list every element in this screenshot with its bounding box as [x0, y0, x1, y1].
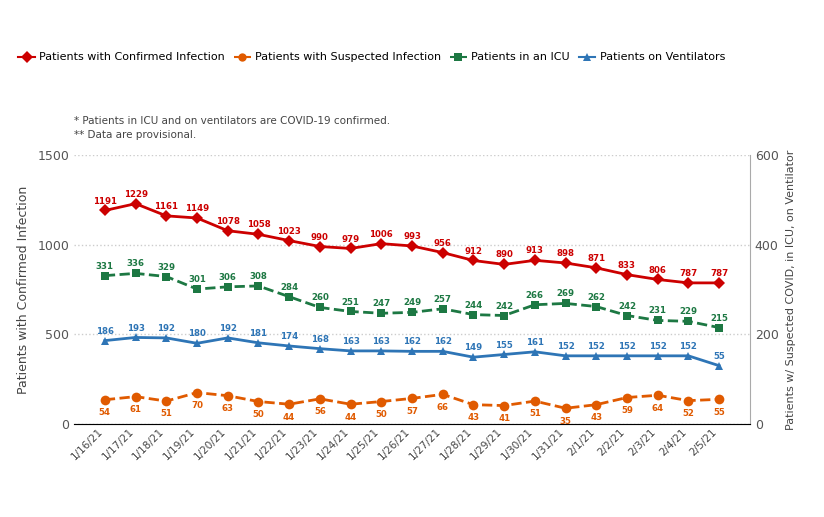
Text: 242: 242: [495, 301, 513, 311]
Text: 244: 244: [464, 301, 483, 310]
Text: 43: 43: [590, 413, 602, 422]
Text: 1191: 1191: [93, 196, 117, 206]
Text: 1058: 1058: [246, 220, 270, 230]
Text: 1023: 1023: [277, 226, 301, 236]
Text: 1161: 1161: [154, 202, 178, 211]
Text: 186: 186: [96, 327, 114, 336]
Y-axis label: Patients with Confirmed Infection: Patients with Confirmed Infection: [17, 186, 30, 393]
Text: 301: 301: [188, 275, 206, 284]
Text: 163: 163: [342, 337, 359, 346]
Text: 249: 249: [403, 298, 421, 308]
Text: 787: 787: [710, 269, 728, 278]
Text: 55: 55: [714, 352, 725, 361]
Text: 329: 329: [157, 263, 176, 271]
Text: 181: 181: [250, 329, 268, 338]
Text: 1229: 1229: [124, 190, 147, 199]
Text: 152: 152: [557, 342, 574, 351]
Text: 260: 260: [311, 294, 329, 302]
Text: 57: 57: [406, 407, 418, 416]
Text: 215: 215: [710, 314, 728, 323]
Text: ** Data are provisional.: ** Data are provisional.: [74, 130, 196, 140]
Text: 152: 152: [680, 342, 697, 351]
Text: 155: 155: [495, 341, 513, 349]
Text: 152: 152: [618, 342, 636, 351]
Text: 61: 61: [129, 405, 142, 414]
Text: 979: 979: [341, 235, 359, 244]
Text: 231: 231: [648, 307, 667, 315]
Text: 898: 898: [556, 249, 574, 258]
Text: 54: 54: [99, 408, 111, 417]
Text: 55: 55: [714, 407, 725, 417]
Text: 63: 63: [222, 404, 234, 413]
Text: 152: 152: [648, 342, 667, 351]
Text: 66: 66: [437, 403, 449, 412]
Text: * Patients in ICU and on ventilators are COVID-19 confirmed.: * Patients in ICU and on ventilators are…: [74, 116, 391, 126]
Text: 149: 149: [465, 343, 483, 352]
Text: 1149: 1149: [185, 204, 209, 213]
Text: 787: 787: [679, 269, 698, 278]
Text: 50: 50: [253, 410, 265, 419]
Text: 51: 51: [161, 409, 172, 418]
Text: 35: 35: [559, 417, 572, 425]
Text: 41: 41: [498, 414, 510, 423]
Text: 251: 251: [342, 297, 359, 307]
Text: 269: 269: [556, 290, 574, 298]
Text: 242: 242: [618, 301, 636, 311]
Text: 308: 308: [250, 272, 267, 281]
Text: 50: 50: [376, 410, 387, 419]
Text: 161: 161: [526, 338, 544, 347]
Text: 56: 56: [314, 407, 325, 416]
Text: 152: 152: [588, 342, 605, 351]
Text: 163: 163: [372, 337, 391, 346]
Text: 43: 43: [467, 413, 480, 422]
Text: 64: 64: [652, 404, 664, 413]
Text: 990: 990: [311, 233, 329, 241]
Text: 266: 266: [526, 291, 544, 300]
Text: 336: 336: [127, 260, 144, 268]
Y-axis label: Patients w/ Suspected COVID, in ICU, on Ventilator: Patients w/ Suspected COVID, in ICU, on …: [785, 149, 795, 430]
Text: COVID-19 Hospitalizations Reported by MS Hospitals, 1/16/21-2/5/21 *,**: COVID-19 Hospitalizations Reported by MS…: [10, 13, 611, 29]
Text: 993: 993: [403, 232, 421, 241]
Text: 59: 59: [621, 406, 633, 415]
Text: 913: 913: [526, 247, 544, 255]
Text: 168: 168: [311, 334, 329, 344]
Text: 306: 306: [219, 273, 236, 282]
Text: 44: 44: [283, 413, 295, 421]
Text: 1006: 1006: [369, 230, 393, 239]
Text: 284: 284: [280, 283, 298, 292]
Text: 871: 871: [588, 254, 606, 263]
Legend: Patients with Confirmed Infection, Patients with Suspected Infection, Patients i: Patients with Confirmed Infection, Patie…: [14, 48, 730, 67]
Text: 192: 192: [157, 324, 176, 333]
Text: 180: 180: [188, 329, 206, 338]
Text: 162: 162: [433, 338, 452, 346]
Text: 331: 331: [96, 262, 114, 271]
Text: 193: 193: [127, 324, 144, 332]
Text: 833: 833: [618, 261, 636, 270]
Text: 51: 51: [529, 409, 541, 418]
Text: 890: 890: [495, 250, 513, 260]
Text: 229: 229: [680, 308, 697, 316]
Text: 1078: 1078: [216, 217, 240, 226]
Text: 257: 257: [433, 295, 452, 304]
Text: 44: 44: [344, 413, 357, 421]
Text: 192: 192: [218, 324, 236, 333]
Text: 247: 247: [372, 299, 391, 308]
Text: 806: 806: [648, 266, 667, 275]
Text: 162: 162: [403, 338, 421, 346]
Text: 956: 956: [433, 239, 452, 248]
Text: 52: 52: [682, 409, 695, 418]
Text: 70: 70: [191, 401, 203, 410]
Text: 174: 174: [280, 332, 298, 341]
Text: 262: 262: [588, 293, 606, 301]
Text: 912: 912: [465, 247, 482, 255]
